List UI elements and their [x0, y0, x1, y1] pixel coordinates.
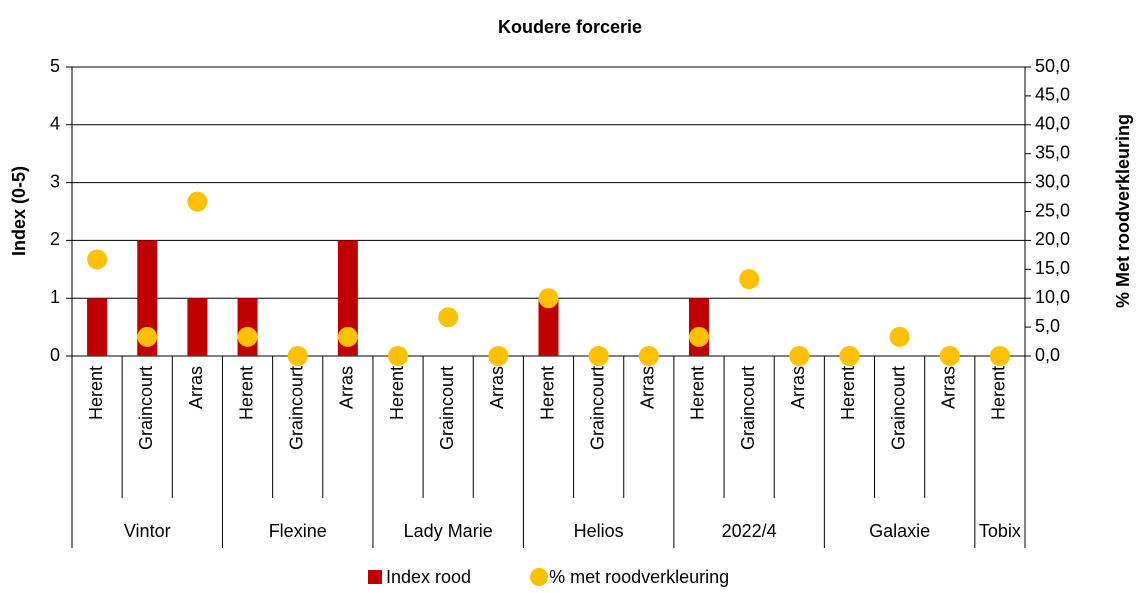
x-tick-label: Herent	[236, 366, 256, 420]
x-tick-label: Arras	[638, 366, 658, 409]
dot	[588, 346, 609, 366]
bar	[187, 298, 208, 356]
y2-tick-label: 5,0	[1035, 316, 1060, 336]
legend-label: Index rood	[386, 567, 471, 587]
y2-tick-label: 10,0	[1035, 287, 1070, 307]
bar	[87, 298, 108, 356]
y-tick-label: 2	[50, 229, 60, 249]
dot	[989, 346, 1010, 366]
x-tick-label: Graincourt	[738, 366, 758, 450]
y-tick-label: 0	[50, 345, 60, 365]
dot	[638, 346, 659, 366]
group-label: Flexine	[269, 521, 327, 541]
y2-tick-label: 15,0	[1035, 258, 1070, 278]
legend-swatch	[368, 570, 382, 584]
x-tick-label: Arras	[337, 366, 357, 409]
dot	[789, 346, 810, 366]
dot	[287, 346, 308, 366]
dot	[337, 326, 358, 347]
dot	[739, 269, 760, 290]
y2-tick-label: 20,0	[1035, 229, 1070, 249]
x-tick-label: Herent	[989, 366, 1009, 420]
dot	[87, 249, 108, 270]
x-tick-label: Herent	[537, 366, 557, 420]
dot	[237, 326, 258, 347]
dot	[488, 346, 509, 366]
legend-swatch	[530, 568, 549, 586]
x-tick-label: Herent	[688, 366, 708, 420]
x-tick-label: Arras	[939, 366, 959, 409]
bar	[337, 240, 358, 356]
group-label: 2022/4	[722, 521, 777, 541]
x-tick-label: Herent	[387, 366, 407, 420]
dot	[889, 326, 910, 347]
dot	[388, 346, 409, 366]
chart-title: Koudere forcerie	[498, 17, 642, 37]
bar	[538, 298, 559, 356]
y-tick-label: 1	[50, 287, 60, 307]
y2-tick-label: 30,0	[1035, 171, 1070, 191]
dot	[939, 346, 960, 366]
y2-axis-title: % Met roodverkleuring	[1113, 114, 1133, 308]
x-tick-label: Graincourt	[136, 366, 156, 450]
group-label: Helios	[574, 521, 624, 541]
y2-tick-label: 50,0	[1035, 56, 1070, 76]
dot	[187, 191, 208, 212]
x-tick-label: Arras	[487, 366, 507, 409]
y2-tick-label: 0,0	[1035, 345, 1060, 365]
x-tick-label: Herent	[838, 366, 858, 420]
group-label: Lady Marie	[404, 521, 493, 541]
x-tick-label: Graincourt	[437, 366, 457, 450]
y2-tick-label: 40,0	[1035, 114, 1070, 134]
dot	[137, 326, 158, 347]
legend-label: % met roodverkleuring	[549, 567, 729, 587]
y-tick-label: 4	[50, 114, 60, 134]
x-tick-label: Graincourt	[587, 366, 607, 450]
x-tick-label: Arras	[186, 366, 206, 409]
group-label: Vintor	[124, 521, 171, 541]
y-axis-title: Index (0-5)	[9, 166, 29, 256]
group-label: Tobix	[979, 521, 1021, 541]
dot	[688, 326, 709, 347]
x-tick-label: Herent	[86, 366, 106, 420]
dot	[839, 346, 860, 366]
dot	[438, 307, 459, 328]
y2-tick-label: 35,0	[1035, 142, 1070, 162]
y2-tick-label: 45,0	[1035, 85, 1070, 105]
bar	[137, 240, 158, 356]
group-label: Galaxie	[869, 521, 930, 541]
x-tick-label: Graincourt	[286, 366, 306, 450]
y2-tick-label: 25,0	[1035, 200, 1070, 220]
x-tick-label: Arras	[788, 366, 808, 409]
dot	[538, 288, 559, 309]
x-tick-label: Graincourt	[888, 366, 908, 450]
y-tick-label: 5	[50, 56, 60, 76]
y-tick-label: 3	[50, 171, 60, 191]
